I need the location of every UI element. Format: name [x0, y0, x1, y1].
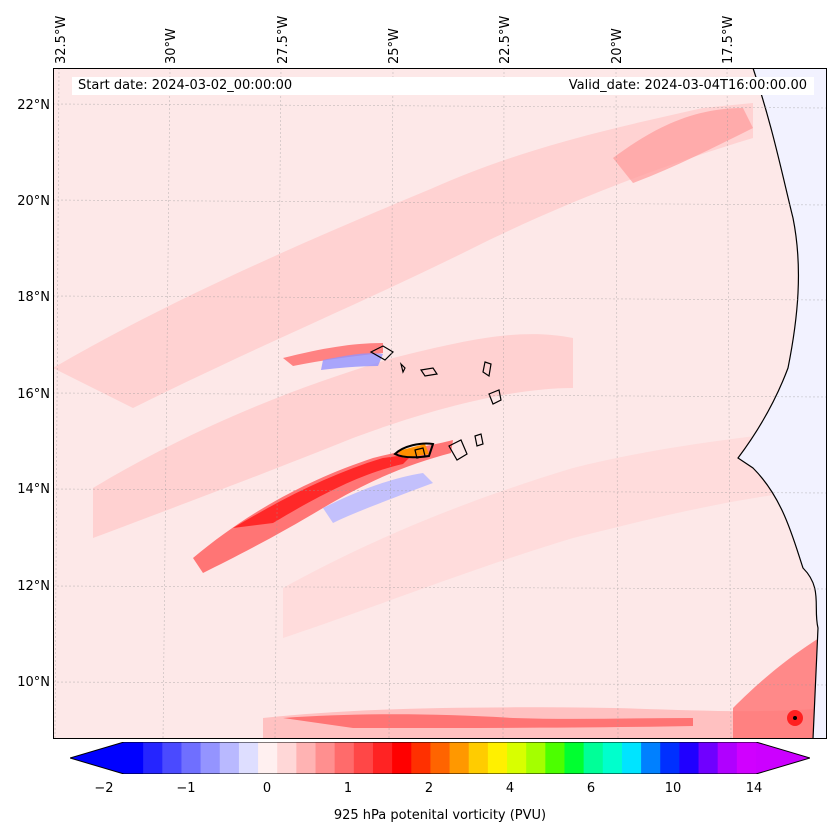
colorbar-tick-10: 10: [664, 781, 682, 796]
colorbar-swatch: [717, 742, 738, 774]
colorbar-swatch: [219, 742, 240, 774]
colorbar-svg: [68, 741, 812, 775]
colorbar-swatch: [621, 742, 642, 774]
pv-contour-southeast-corner: [733, 633, 827, 739]
pv-contour-negative-lobe: [323, 473, 433, 523]
island-santo-antao: [369, 345, 394, 361]
colorbar-swatch: [449, 742, 470, 774]
lon-label-27-5w: 27.5°W: [276, 15, 291, 64]
pv-max-marker: [793, 716, 797, 720]
lat-label-12n: 12°N: [17, 579, 50, 594]
colorbar-swatch: [430, 742, 451, 774]
colorbar-swatch: [641, 742, 661, 774]
colorbar-swatch: [200, 742, 221, 774]
colorbar-swatch: [277, 742, 297, 774]
pv-contour-light-band-upper: [613, 108, 753, 183]
pv-contour-bottom-core: [283, 714, 693, 728]
colorbar-swatch: [372, 742, 393, 774]
colorbar-swatch: [258, 742, 278, 774]
colorbar-tick-1: 1: [343, 781, 353, 796]
colorbar-swatch: [487, 742, 508, 774]
colorbar-swatch: [583, 742, 604, 774]
colorbar-tick-14: 14: [745, 781, 763, 796]
island-boa-vista: [488, 389, 502, 405]
colorbar-swatch: [602, 742, 623, 774]
colorbar-tick-4: 4: [505, 781, 515, 796]
lon-label-22-5w: 22.5°W: [498, 15, 513, 64]
colorbar-label: 925 hPa potenital vorticity (PVU): [333, 808, 547, 823]
lat-label-10n: 10°N: [17, 675, 50, 690]
pv-map-svg: [53, 68, 827, 739]
colorbar-tick-0: 0: [262, 781, 272, 796]
pv-contour-north-streak: [283, 343, 383, 366]
lat-label-20n: 20°N: [17, 194, 50, 209]
lon-label-25w: 25°W: [387, 28, 402, 64]
colorbar-swatch: [143, 742, 163, 774]
lat-label-22n: 22°N: [17, 98, 50, 113]
colorbar-swatch: [526, 742, 546, 774]
colorbar-swatch: [315, 742, 336, 774]
pv-contour-north-blue: [321, 353, 383, 370]
colorbar-extend-min: [70, 742, 124, 774]
lat-label-16n: 16°N: [17, 387, 50, 402]
colorbar-swatch: [698, 742, 719, 774]
colorbar-tick-6: 6: [586, 781, 596, 796]
lon-label-32-5w: 32.5°W: [54, 15, 69, 64]
colorbar-swatch: [238, 742, 259, 774]
pv-map: [53, 68, 827, 739]
colorbar-swatch: [353, 742, 374, 774]
island-santiago: [448, 439, 468, 461]
colorbar-swatch: [162, 742, 183, 774]
start-date-label: Start date: 2024-03-02_00:00:00: [72, 77, 308, 95]
pv-contour-strong-band: [193, 440, 453, 573]
colorbar-swatch: [181, 742, 202, 774]
pv-contour-orange-spot: [398, 444, 429, 458]
colorbar-swatch: [507, 742, 527, 774]
lon-label-30w: 30°W: [164, 28, 179, 64]
island-sao-nicolau: [419, 367, 439, 377]
colorbar-swatch: [736, 742, 757, 774]
island-sal: [482, 361, 492, 378]
pv-contour-outline-black: [393, 442, 435, 459]
pv-contour-light-band-north: [53, 103, 753, 408]
colorbar-tick-neg2: −2: [94, 781, 114, 796]
colorbar-swatch: [334, 742, 355, 774]
island-fogo: [414, 447, 426, 459]
lon-label-20w: 20°W: [610, 28, 625, 64]
colorbar-extend-max: [756, 742, 810, 774]
colorbar-swatch: [679, 742, 700, 774]
pv-contour-southeast-swath: [283, 428, 827, 638]
colorbar-tick-neg1: −1: [176, 781, 196, 796]
colorbar-swatch: [411, 742, 432, 774]
island-sao-vicente: [399, 362, 406, 374]
colorbar: [68, 741, 812, 775]
lon-label-17-5w: 17.5°W: [721, 15, 736, 64]
colorbar-swatch: [392, 742, 412, 774]
map-gridlines: [53, 68, 827, 739]
pv-contour-light-band-mid: [93, 334, 573, 538]
pv-contour-strong-core: [233, 454, 413, 528]
lat-label-18n: 18°N: [17, 290, 50, 305]
lat-label-14n: 14°N: [17, 482, 50, 497]
colorbar-tick-2: 2: [424, 781, 434, 796]
colorbar-swatch: [564, 742, 585, 774]
island-maio: [474, 433, 484, 447]
africa-landmass: [737, 68, 827, 739]
colorbar-swatch: [468, 742, 489, 774]
colorbar-swatch: [124, 742, 144, 774]
colorbar-swatch: [545, 742, 566, 774]
valid-date-label: Valid_date: 2024-03-04T16:00:00.00: [300, 77, 814, 95]
colorbar-swatch: [660, 742, 680, 774]
colorbar-swatch: [296, 742, 317, 774]
